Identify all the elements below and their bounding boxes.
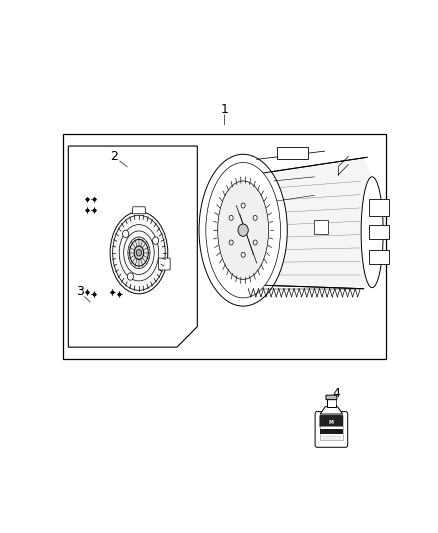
- Bar: [314, 220, 328, 235]
- Bar: [320, 429, 343, 434]
- Circle shape: [241, 252, 245, 257]
- Circle shape: [253, 240, 257, 245]
- Polygon shape: [68, 146, 197, 347]
- Ellipse shape: [110, 212, 168, 294]
- Circle shape: [253, 215, 257, 220]
- Bar: [369, 199, 389, 216]
- Ellipse shape: [206, 163, 280, 298]
- Polygon shape: [320, 407, 343, 414]
- Text: 3: 3: [76, 285, 84, 298]
- Text: 2: 2: [110, 150, 118, 163]
- Polygon shape: [132, 207, 146, 214]
- Circle shape: [123, 230, 129, 238]
- Bar: [327, 399, 336, 407]
- Ellipse shape: [218, 181, 268, 279]
- Polygon shape: [245, 158, 372, 288]
- FancyBboxPatch shape: [315, 411, 348, 447]
- Ellipse shape: [113, 215, 165, 290]
- Circle shape: [241, 203, 245, 208]
- Ellipse shape: [130, 239, 148, 266]
- Bar: [369, 249, 389, 264]
- FancyBboxPatch shape: [320, 415, 343, 427]
- Circle shape: [152, 237, 159, 244]
- Bar: [277, 147, 307, 159]
- Text: 1: 1: [221, 103, 228, 116]
- Ellipse shape: [134, 246, 144, 260]
- Text: M: M: [329, 420, 334, 425]
- FancyBboxPatch shape: [326, 395, 337, 400]
- Circle shape: [136, 249, 141, 256]
- Circle shape: [238, 224, 248, 236]
- Bar: [320, 426, 343, 440]
- Bar: [63, 134, 386, 359]
- Bar: [369, 225, 389, 239]
- Ellipse shape: [361, 177, 383, 288]
- Circle shape: [127, 273, 134, 280]
- FancyBboxPatch shape: [159, 258, 170, 270]
- Ellipse shape: [199, 154, 287, 306]
- Text: 4: 4: [332, 387, 340, 400]
- Circle shape: [229, 215, 233, 220]
- Circle shape: [229, 240, 233, 245]
